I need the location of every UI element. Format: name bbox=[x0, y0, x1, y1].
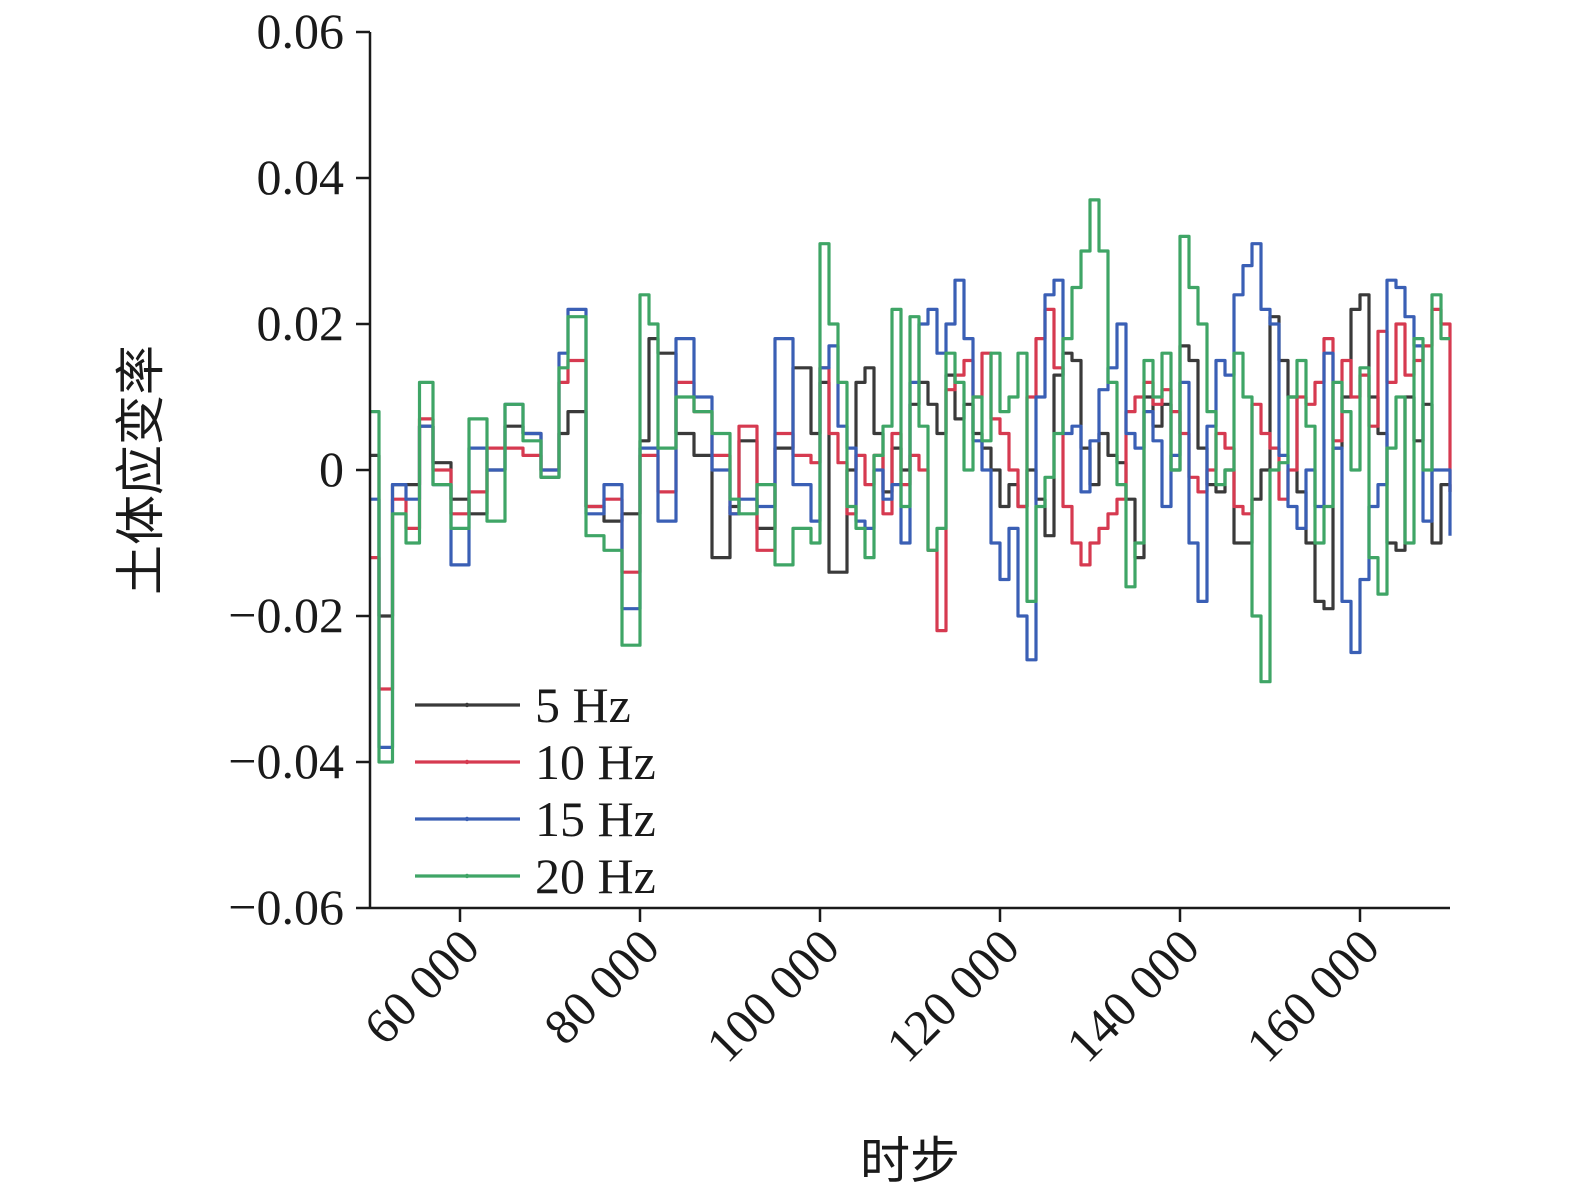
y-axis-title: 土体应变率 bbox=[112, 345, 170, 595]
x-tick-label: 100 000 bbox=[695, 918, 850, 1073]
legend-label-3: 15 Hz bbox=[535, 791, 656, 847]
legend-marker-1 bbox=[464, 702, 470, 708]
y-tick-label: 0.04 bbox=[257, 149, 345, 205]
series-layer bbox=[370, 198, 1452, 764]
y-tick-label: −0.02 bbox=[228, 587, 344, 643]
legend-label-2: 10 Hz bbox=[535, 734, 656, 790]
y-tick-label: 0 bbox=[319, 441, 344, 497]
x-tick-label: 160 000 bbox=[1235, 918, 1390, 1073]
x-tick-label: 120 000 bbox=[875, 918, 1030, 1073]
legend-marker-3 bbox=[464, 816, 470, 822]
x-axis-title: 时步 bbox=[860, 1132, 960, 1190]
y-tick-label: 0.02 bbox=[257, 295, 345, 351]
y-tick-label: 0.06 bbox=[257, 3, 345, 59]
x-tick-label: 140 000 bbox=[1055, 918, 1210, 1073]
y-tick-label: −0.04 bbox=[228, 733, 344, 789]
x-tick-label: 60 000 bbox=[353, 918, 490, 1055]
legend-marker-2 bbox=[464, 759, 470, 765]
y-tick-label: −0.06 bbox=[228, 879, 344, 935]
legend-marker-4 bbox=[464, 873, 470, 879]
legend-label-4: 20 Hz bbox=[535, 848, 656, 904]
series-line-4 bbox=[370, 198, 1450, 764]
x-tick-label: 80 000 bbox=[533, 918, 670, 1055]
legend-label-1: 5 Hz bbox=[535, 677, 631, 733]
series-line-3 bbox=[370, 242, 1452, 749]
